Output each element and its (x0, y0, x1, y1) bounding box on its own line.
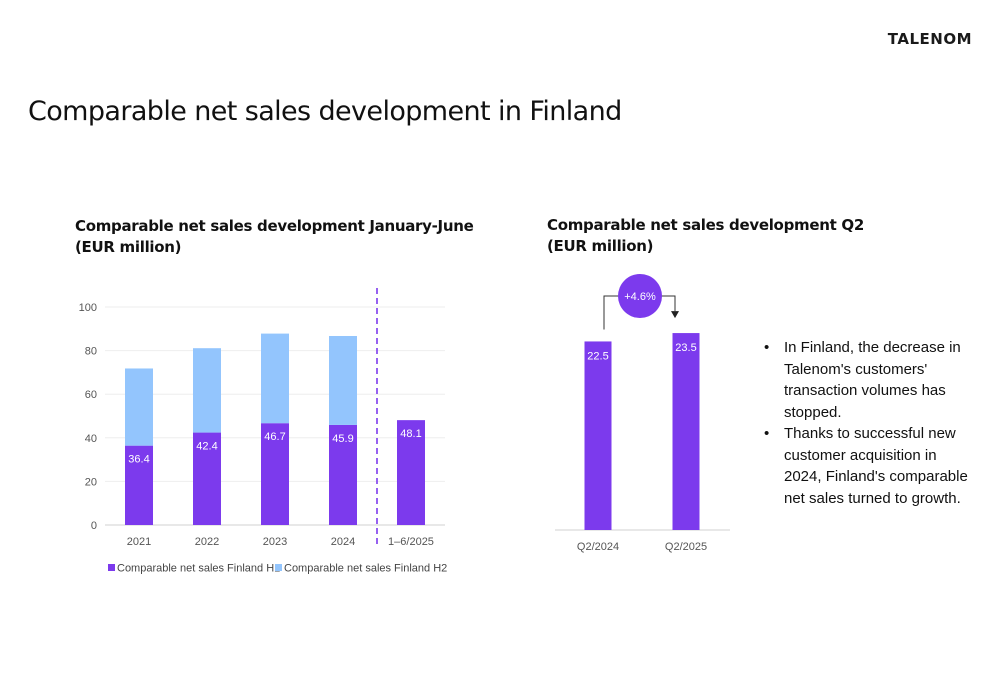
bar-segment (329, 335, 357, 425)
x-tick-label: Q2/2025 (665, 541, 707, 553)
x-tick-label: Q2/2024 (577, 541, 619, 553)
bullet-item: Thanks to successful new customer acquis… (764, 423, 969, 509)
chart2-title-line1: Comparable net sales development Q2 (547, 216, 864, 234)
x-tick-label: 1–6/2025 (388, 536, 434, 548)
bar-segment (397, 420, 425, 525)
y-tick-label: 80 (85, 346, 97, 358)
chart1-title-line1: Comparable net sales development January… (75, 217, 474, 235)
bar-value-label: 36.4 (128, 454, 149, 466)
bar (672, 333, 700, 530)
growth-badge-label: +4.6% (624, 291, 656, 303)
y-tick-label: 100 (79, 302, 97, 314)
legend-swatch (275, 564, 282, 571)
page-title: Comparable net sales development in Finl… (28, 96, 622, 127)
chart1-title-line2: (EUR million) (75, 238, 182, 256)
bar-value-label: 22.5 (587, 350, 608, 362)
talenom-logo: TALENOM (887, 30, 972, 48)
legend-label: Comparable net sales Finland H1 (117, 563, 280, 575)
bar-value-label: 45.9 (332, 433, 353, 445)
y-tick-label: 40 (85, 433, 97, 445)
x-tick-label: 2023 (263, 536, 287, 548)
bar (584, 341, 612, 530)
x-tick-label: 2022 (195, 536, 219, 548)
bar-segment (261, 423, 289, 525)
y-tick-label: 60 (85, 389, 97, 401)
y-tick-label: 20 (85, 476, 97, 488)
bar-value-label: 48.1 (400, 428, 421, 440)
bar-segment (329, 424, 357, 525)
arrow-head-icon (671, 311, 679, 319)
x-tick-label: 2024 (331, 536, 355, 548)
legend-label: Comparable net sales Finland H2 (284, 563, 447, 575)
bar-segment (193, 432, 221, 525)
bar-segment (193, 348, 221, 433)
bullet-list: In Finland, the decrease in Talenom's cu… (764, 337, 969, 509)
bullet-item: In Finland, the decrease in Talenom's cu… (764, 337, 969, 423)
bar-value-label: 23.5 (675, 342, 696, 354)
chart2-title: Comparable net sales development Q2 (EUR… (547, 215, 864, 257)
y-tick-label: 0 (91, 520, 97, 532)
bar-value-label: 42.4 (196, 441, 217, 453)
bar-segment (125, 368, 153, 446)
chart1-title: Comparable net sales development January… (75, 216, 474, 258)
bar-value-label: 46.7 (264, 431, 285, 443)
bar-segment (261, 333, 289, 424)
legend-swatch (108, 564, 115, 571)
x-tick-label: 2021 (127, 536, 151, 548)
bar-segment (125, 445, 153, 525)
chart2-title-line2: (EUR million) (547, 237, 654, 255)
growth-badge (618, 274, 662, 318)
